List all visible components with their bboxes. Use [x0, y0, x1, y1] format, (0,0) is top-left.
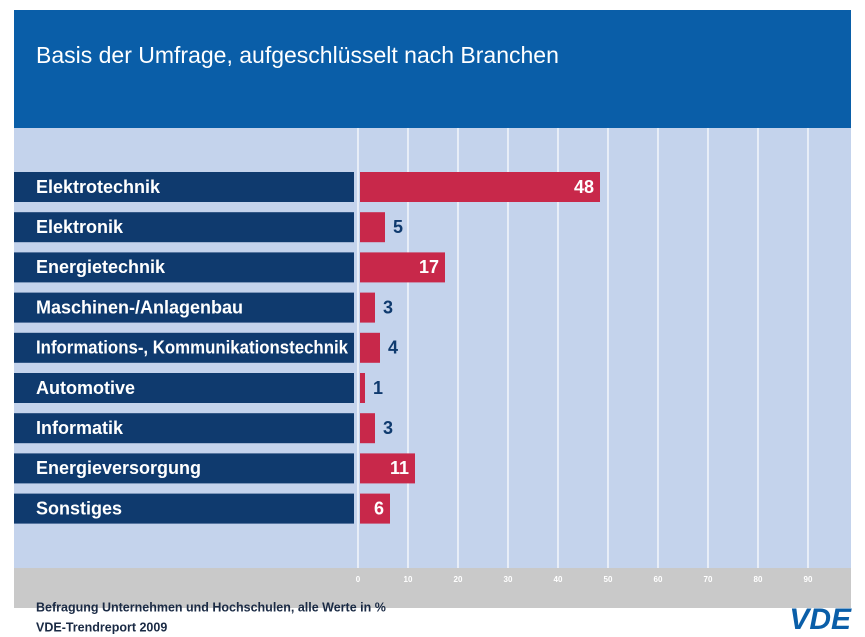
x-tick-label: 90 — [804, 575, 813, 584]
bar — [360, 373, 365, 403]
category-band — [14, 252, 354, 283]
source: VDE-Trendreport 2009 — [36, 620, 167, 634]
bar — [360, 413, 375, 444]
value-label: 17 — [419, 257, 439, 277]
category-band — [14, 413, 354, 444]
x-tick-label: 80 — [754, 575, 763, 584]
footnote: Befragung Unternehmen und Hochschulen, a… — [36, 600, 386, 614]
category-band — [14, 212, 354, 243]
category-label: Automotive — [36, 378, 135, 398]
x-tick-label: 30 — [504, 575, 513, 584]
axis-band — [14, 568, 851, 608]
logo: VDE — [789, 603, 852, 636]
category-label: Informations-, Kommunikationstechnik — [36, 338, 349, 358]
bar — [360, 332, 380, 363]
category-band — [14, 172, 354, 202]
bar — [360, 493, 390, 524]
category-label: Elektronik — [36, 217, 124, 237]
bar — [360, 252, 445, 283]
x-tick-label: 50 — [604, 575, 613, 584]
category-label: Sonstiges — [36, 498, 122, 518]
value-label: 3 — [383, 418, 393, 438]
value-label: 3 — [383, 297, 393, 317]
category-band — [14, 493, 354, 524]
category-label: Informatik — [36, 418, 124, 438]
x-tick-label: 60 — [654, 575, 663, 584]
value-label: 4 — [388, 338, 398, 358]
bar — [360, 172, 600, 202]
category-label: Elektrotechnik — [36, 177, 161, 197]
category-label: Maschinen-/Anlagenbau — [36, 297, 243, 317]
category-band — [14, 332, 354, 363]
value-label: 6 — [374, 498, 384, 518]
x-tick-label: 0 — [356, 575, 361, 584]
bar — [360, 453, 415, 484]
category-band — [14, 453, 354, 484]
x-tick-label: 40 — [554, 575, 563, 584]
value-label: 11 — [390, 458, 409, 478]
x-tick-label: 10 — [404, 575, 413, 584]
value-label: 48 — [574, 177, 594, 197]
bar — [360, 292, 375, 323]
category-label: Energietechnik — [36, 257, 166, 277]
category-label: Energieversorgung — [36, 458, 201, 478]
value-label: 5 — [393, 217, 403, 237]
x-tick-label: 70 — [704, 575, 713, 584]
chart-title: Basis der Umfrage, aufgeschlüsselt nach … — [36, 42, 559, 68]
category-band — [14, 373, 354, 403]
x-tick-label: 20 — [454, 575, 463, 584]
category-band — [14, 292, 354, 323]
header-band — [14, 10, 851, 128]
bar — [360, 212, 385, 243]
value-label: 1 — [373, 378, 383, 398]
